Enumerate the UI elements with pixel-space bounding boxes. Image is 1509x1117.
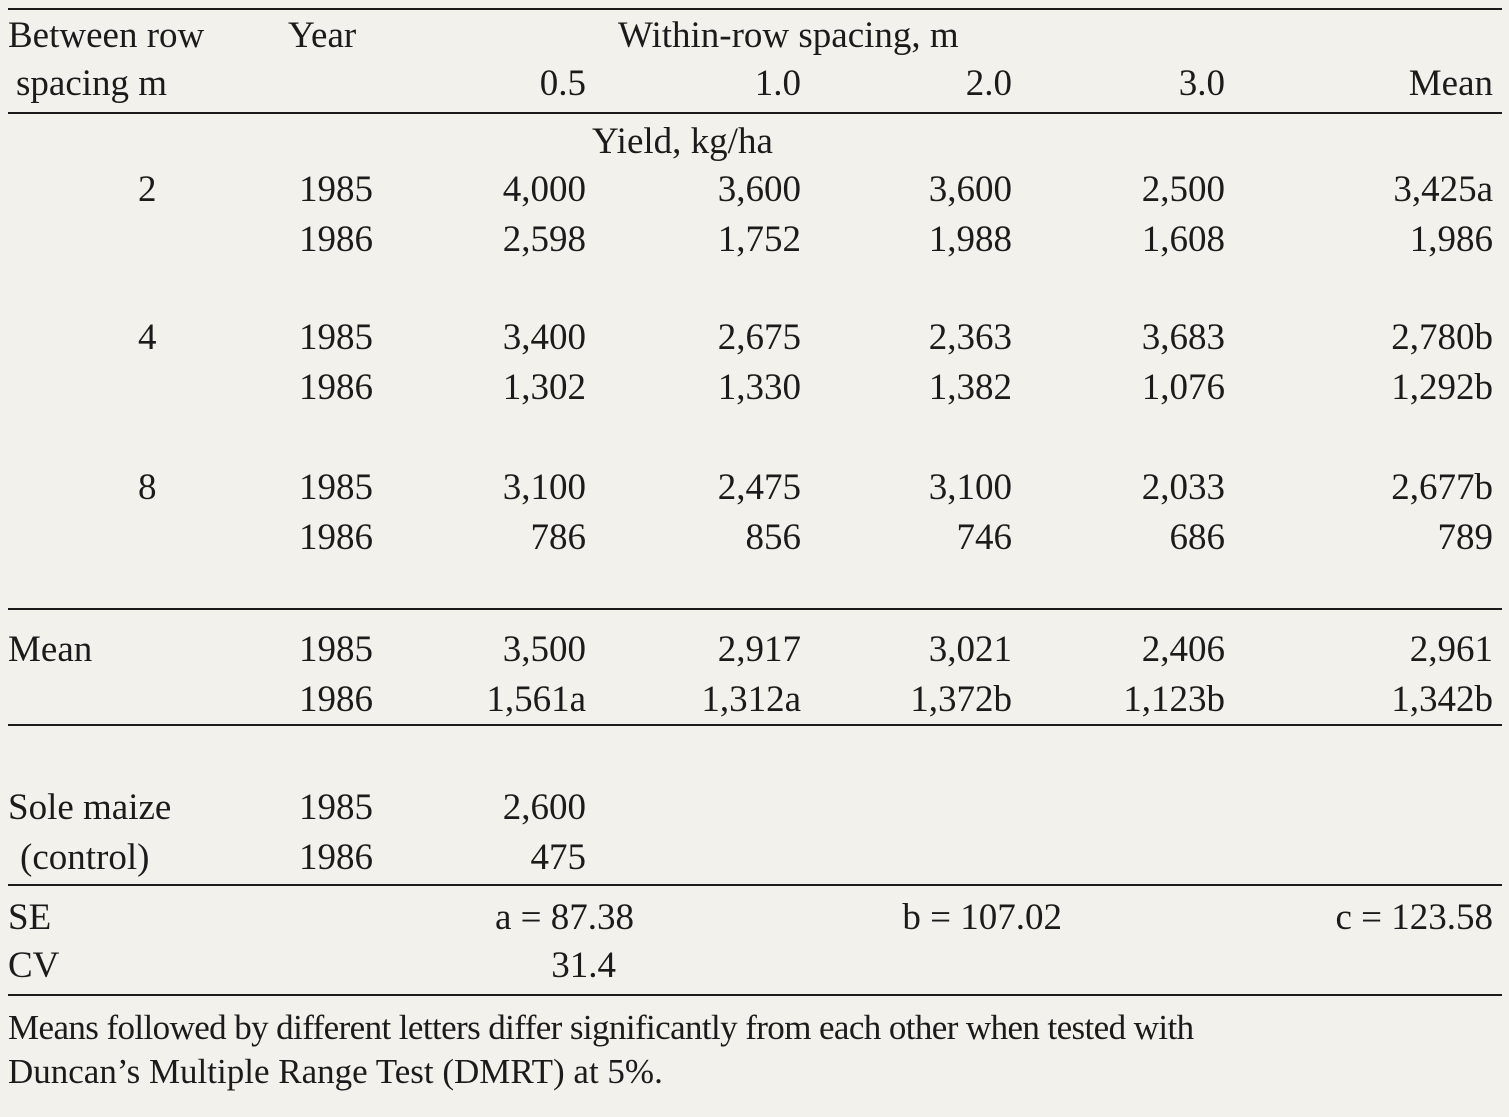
cell-1-0: 1,330 (717, 367, 801, 408)
sole-rule (8, 884, 1502, 886)
header-mean: Mean (1408, 63, 1493, 104)
cell-2-0: 1,382 (928, 367, 1012, 408)
footnote-line1: Means followed by different letters diff… (8, 1008, 1194, 1047)
cell-3-0: 2,033 (1141, 467, 1225, 508)
header-year: Year (288, 15, 357, 56)
cell-1-0: 2,675 (717, 317, 801, 358)
mean-rule (8, 724, 1502, 726)
header-within-row: Within-row spacing, m (618, 15, 959, 56)
sole-label-line2: (control) (20, 837, 150, 878)
header-rule (8, 112, 1502, 114)
cv-label: CV (8, 945, 60, 986)
mean-cell-mean: 1,342b (1391, 679, 1493, 720)
header-spacing-3-0: 3.0 (1178, 63, 1225, 104)
cell-0-5: 786 (530, 517, 587, 558)
se-c: c = 123.58 (1335, 897, 1493, 938)
sole-label-line1: Sole maize (8, 787, 172, 828)
body-rule (8, 608, 1502, 610)
cell-3-0: 686 (1169, 517, 1226, 558)
sole-year-1985: 1985 (299, 787, 373, 828)
cell-2-0: 3,100 (928, 467, 1012, 508)
mean-cell-3-0: 1,123b (1123, 679, 1225, 720)
mean-label: Mean (8, 629, 93, 670)
cell-0-5: 3,400 (502, 317, 586, 358)
cell-1-0: 2,475 (717, 467, 801, 508)
header-yield-unit: Yield, kg/ha (592, 121, 773, 162)
cell-0-5: 2,598 (502, 219, 586, 260)
cell-mean: 2,677b (1391, 467, 1493, 508)
row-year: 1985 (299, 317, 373, 358)
header-between-row-line1: Between row (8, 15, 205, 56)
se-b: b = 107.02 (902, 897, 1062, 938)
se-label: SE (8, 897, 52, 938)
cell-mean: 1,986 (1409, 219, 1493, 260)
cell-0-5: 3,100 (502, 467, 586, 508)
stats-rule (8, 994, 1502, 996)
mean-cell-1-0: 2,917 (717, 629, 801, 670)
row-spacing: 4 (138, 317, 157, 358)
cell-1-0: 1,752 (717, 219, 801, 260)
cell-3-0: 1,076 (1141, 367, 1225, 408)
cell-1-0: 3,600 (717, 169, 801, 210)
sole-value-1985: 2,600 (502, 787, 586, 828)
header-between-row-line2: spacing m (16, 63, 168, 104)
sole-year-1986: 1986 (299, 837, 373, 878)
header-spacing-0-5: 0.5 (539, 63, 586, 104)
row-year: 1986 (299, 219, 373, 260)
mean-cell-2-0: 3,021 (928, 629, 1012, 670)
cell-mean: 789 (1437, 517, 1494, 558)
header-spacing-1-0: 1.0 (754, 63, 801, 104)
cell-3-0: 1,608 (1141, 219, 1225, 260)
cell-0-5: 1,302 (502, 367, 586, 408)
cv-value: 31.4 (551, 945, 616, 986)
top-rule (8, 8, 1502, 10)
cell-mean: 3,425a (1393, 169, 1493, 210)
header-spacing-2-0: 2.0 (965, 63, 1012, 104)
cell-3-0: 2,500 (1141, 169, 1225, 210)
mean-cell-1-0: 1,312a (701, 679, 801, 720)
cell-2-0: 746 (956, 517, 1013, 558)
cell-0-5: 4,000 (502, 169, 586, 210)
mean-cell-3-0: 2,406 (1141, 629, 1225, 670)
mean-cell-mean: 2,961 (1409, 629, 1493, 670)
sole-value-1986: 475 (530, 837, 587, 878)
mean-year: 1986 (299, 679, 373, 720)
cell-1-0: 856 (745, 517, 802, 558)
cell-2-0: 1,988 (928, 219, 1012, 260)
row-year: 1986 (299, 367, 373, 408)
footnote-line2: Duncan’s Multiple Range Test (DMRT) at 5… (8, 1052, 663, 1091)
cell-3-0: 3,683 (1141, 317, 1225, 358)
row-spacing: 2 (138, 169, 157, 210)
cell-mean: 1,292b (1391, 367, 1493, 408)
row-year: 1985 (299, 467, 373, 508)
mean-cell-0-5: 3,500 (502, 629, 586, 670)
cell-2-0: 2,363 (928, 317, 1012, 358)
row-year: 1986 (299, 517, 373, 558)
mean-year: 1985 (299, 629, 373, 670)
mean-cell-0-5: 1,561a (486, 679, 586, 720)
cell-2-0: 3,600 (928, 169, 1012, 210)
row-year: 1985 (299, 169, 373, 210)
mean-cell-2-0: 1,372b (910, 679, 1012, 720)
row-spacing: 8 (138, 467, 157, 508)
se-a: a = 87.38 (494, 897, 634, 938)
cell-mean: 2,780b (1391, 317, 1493, 358)
